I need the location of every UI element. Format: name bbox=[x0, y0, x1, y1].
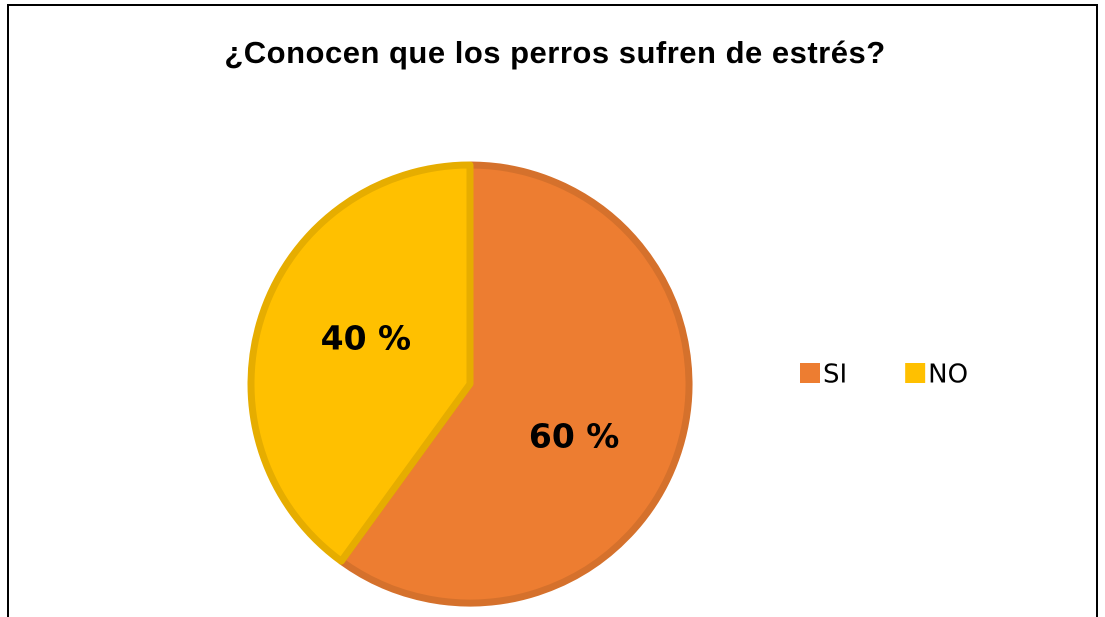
legend-label: SI bbox=[823, 360, 847, 390]
chart-title: ¿Conocen que los perros sufren de estrés… bbox=[224, 35, 885, 70]
data-label: 60 % bbox=[529, 416, 619, 455]
legend-swatch bbox=[800, 363, 820, 383]
legend-label: NO bbox=[928, 360, 968, 390]
chart-frame bbox=[7, 4, 1098, 617]
pie-slice bbox=[337, 161, 693, 607]
data-label: 40 % bbox=[321, 319, 411, 358]
pie-slice bbox=[247, 161, 474, 565]
legend-swatch bbox=[905, 363, 926, 383]
